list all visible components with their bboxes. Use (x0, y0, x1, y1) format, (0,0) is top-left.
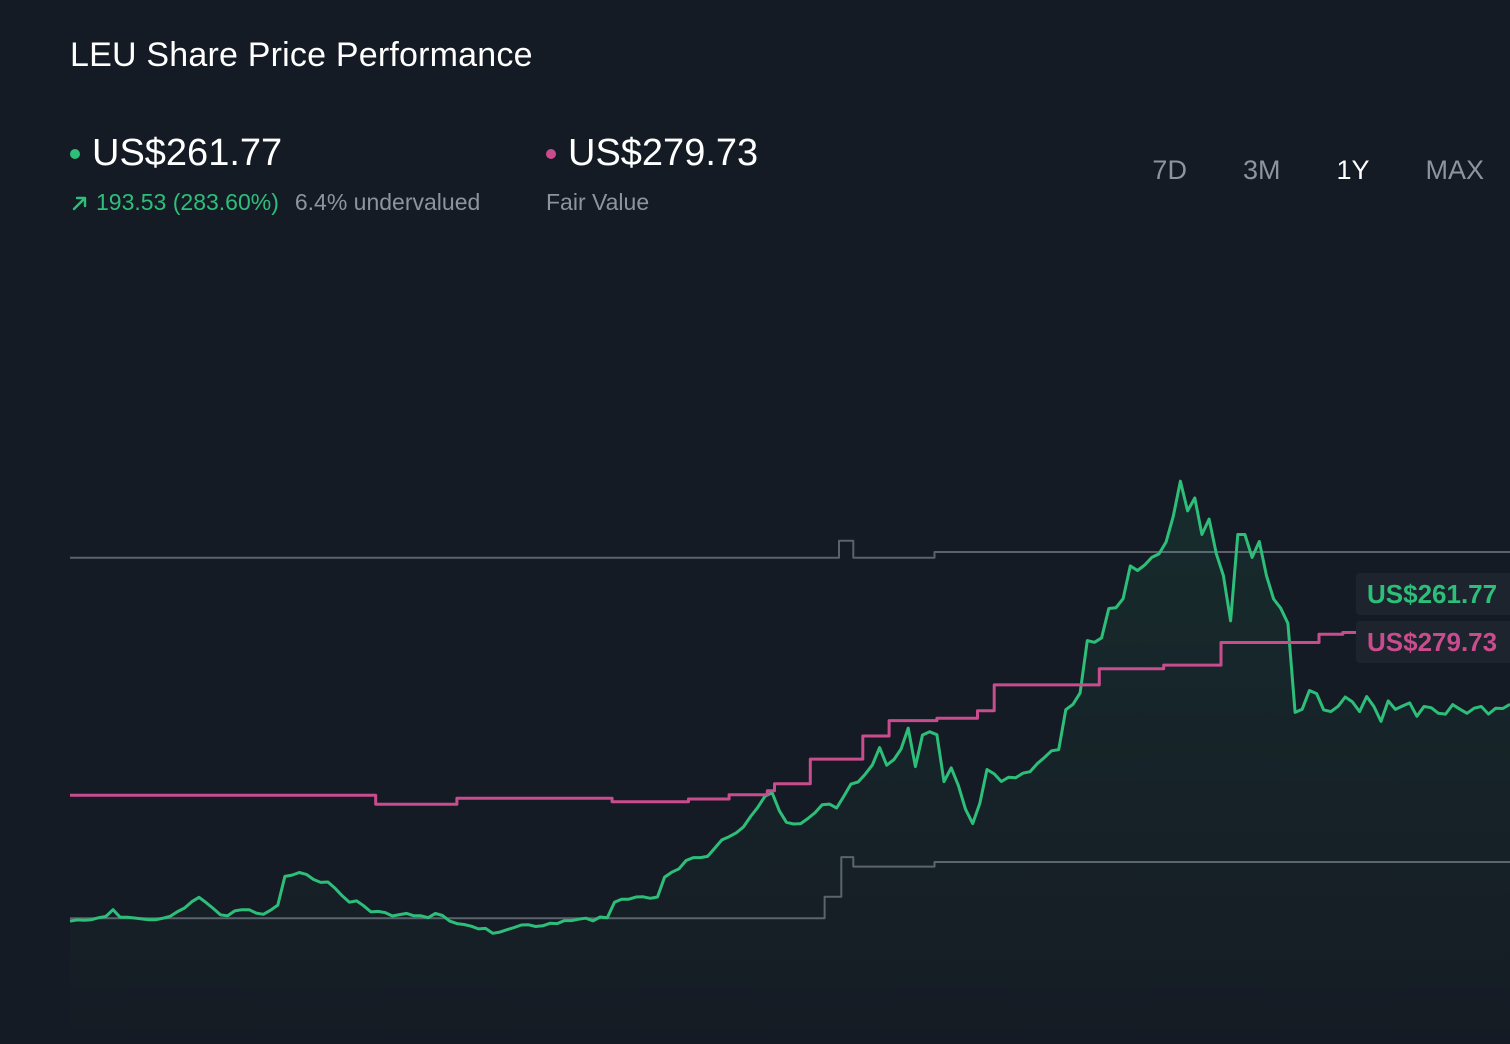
upper-band-line (70, 539, 1510, 559)
share-price-area (70, 481, 1510, 1044)
tab-1y[interactable]: 1Y (1336, 155, 1370, 185)
time-range-tabs: 7D 3M 1Y MAX (1096, 155, 1484, 186)
tab-7d[interactable]: 7D (1152, 155, 1187, 185)
fair-value-line (70, 631, 1510, 806)
current-price-dot (70, 148, 80, 159)
price-change: 193.53 (283.60%) (70, 189, 279, 216)
fair-value-label: Fair Value (546, 189, 650, 215)
current-price: US$261.77 (92, 132, 283, 174)
fair-value-price: US$279.73 (568, 132, 759, 174)
fair-value-tag: US$279.73 (1356, 621, 1510, 663)
fair-value-dot (546, 148, 556, 159)
share-price-line (69, 479, 1510, 935)
current-price-tag: US$261.77 (1356, 573, 1510, 615)
arrow-up-right-icon (72, 196, 87, 210)
current-price-block: US$261.77 193.53 (283.60%) 6.4% underval… (70, 132, 480, 216)
page-title: LEU Share Price Performance (70, 36, 533, 74)
valuation-status: 6.4% undervalued (294, 189, 481, 215)
fair-value-block: US$279.73 Fair Value (546, 132, 758, 216)
price-change-value: 193.53 (283.60%) (96, 189, 279, 215)
tab-max[interactable]: MAX (1425, 155, 1484, 185)
tab-3m[interactable]: 3M (1242, 155, 1281, 185)
